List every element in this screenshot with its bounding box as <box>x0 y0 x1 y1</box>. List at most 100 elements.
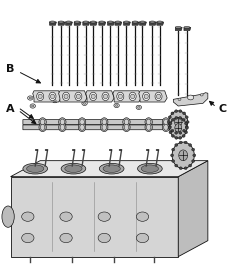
Polygon shape <box>58 22 65 25</box>
Ellipse shape <box>83 102 86 104</box>
Ellipse shape <box>171 112 174 115</box>
Polygon shape <box>149 22 156 25</box>
Ellipse shape <box>123 118 130 126</box>
Ellipse shape <box>75 92 82 100</box>
Ellipse shape <box>141 165 158 172</box>
Ellipse shape <box>103 94 108 99</box>
Ellipse shape <box>168 126 171 129</box>
Ellipse shape <box>54 100 56 102</box>
Ellipse shape <box>170 118 187 138</box>
Ellipse shape <box>164 119 168 125</box>
Ellipse shape <box>193 154 196 157</box>
Polygon shape <box>173 93 208 106</box>
Ellipse shape <box>162 118 170 126</box>
Ellipse shape <box>186 121 189 123</box>
Ellipse shape <box>189 144 192 146</box>
Ellipse shape <box>107 21 113 23</box>
Ellipse shape <box>82 149 85 151</box>
Ellipse shape <box>40 124 45 130</box>
Ellipse shape <box>167 121 170 123</box>
Ellipse shape <box>179 117 182 119</box>
Ellipse shape <box>38 94 42 99</box>
Ellipse shape <box>65 21 71 23</box>
Ellipse shape <box>27 165 44 172</box>
Text: B: B <box>6 64 15 74</box>
Polygon shape <box>83 22 90 25</box>
Ellipse shape <box>22 212 34 221</box>
Ellipse shape <box>183 129 186 132</box>
Ellipse shape <box>179 141 182 144</box>
Ellipse shape <box>136 212 149 221</box>
Polygon shape <box>65 22 72 25</box>
Polygon shape <box>11 161 208 177</box>
Ellipse shape <box>171 129 174 132</box>
Polygon shape <box>59 91 87 102</box>
Ellipse shape <box>179 167 182 170</box>
Ellipse shape <box>102 119 106 125</box>
Ellipse shape <box>29 97 31 99</box>
Ellipse shape <box>124 21 129 23</box>
Ellipse shape <box>50 21 56 23</box>
Ellipse shape <box>72 149 75 151</box>
Polygon shape <box>99 22 106 25</box>
Ellipse shape <box>124 124 129 130</box>
Polygon shape <box>157 22 164 25</box>
Ellipse shape <box>102 92 109 100</box>
Polygon shape <box>23 120 178 124</box>
Ellipse shape <box>164 124 168 130</box>
Polygon shape <box>11 177 178 257</box>
Ellipse shape <box>131 94 135 99</box>
Ellipse shape <box>200 94 203 96</box>
Ellipse shape <box>168 116 171 118</box>
Ellipse shape <box>185 131 187 134</box>
Ellipse shape <box>156 149 158 151</box>
Ellipse shape <box>179 150 188 161</box>
Ellipse shape <box>169 111 188 133</box>
Ellipse shape <box>169 131 172 134</box>
Ellipse shape <box>185 125 188 128</box>
Ellipse shape <box>182 118 185 121</box>
Text: A: A <box>6 104 15 114</box>
Ellipse shape <box>172 142 194 169</box>
Ellipse shape <box>138 163 162 174</box>
Ellipse shape <box>183 112 186 115</box>
Ellipse shape <box>90 92 97 100</box>
Ellipse shape <box>172 160 175 162</box>
Ellipse shape <box>23 163 48 174</box>
Ellipse shape <box>60 124 64 130</box>
Ellipse shape <box>132 21 138 23</box>
Ellipse shape <box>179 136 182 139</box>
Polygon shape <box>50 22 57 25</box>
Ellipse shape <box>124 119 129 125</box>
Ellipse shape <box>117 92 124 100</box>
Ellipse shape <box>157 21 163 23</box>
Polygon shape <box>175 27 182 31</box>
Polygon shape <box>33 91 61 102</box>
Polygon shape <box>184 27 191 31</box>
Ellipse shape <box>175 144 178 146</box>
Ellipse shape <box>162 123 170 132</box>
Ellipse shape <box>30 104 35 108</box>
Ellipse shape <box>179 110 182 113</box>
Polygon shape <box>74 22 81 25</box>
Ellipse shape <box>101 123 108 132</box>
Ellipse shape <box>186 126 188 129</box>
Ellipse shape <box>129 92 136 100</box>
Ellipse shape <box>171 154 174 157</box>
Ellipse shape <box>192 148 195 151</box>
Polygon shape <box>23 125 178 130</box>
Ellipse shape <box>39 123 46 132</box>
Ellipse shape <box>146 149 149 151</box>
Ellipse shape <box>156 94 161 99</box>
Ellipse shape <box>74 21 80 23</box>
Ellipse shape <box>138 106 140 108</box>
Ellipse shape <box>115 21 121 23</box>
Ellipse shape <box>49 92 56 100</box>
Ellipse shape <box>40 119 45 125</box>
Polygon shape <box>113 91 141 102</box>
Ellipse shape <box>80 119 84 125</box>
Ellipse shape <box>136 105 142 109</box>
Ellipse shape <box>185 116 188 118</box>
Ellipse shape <box>62 92 70 100</box>
Ellipse shape <box>123 123 130 132</box>
